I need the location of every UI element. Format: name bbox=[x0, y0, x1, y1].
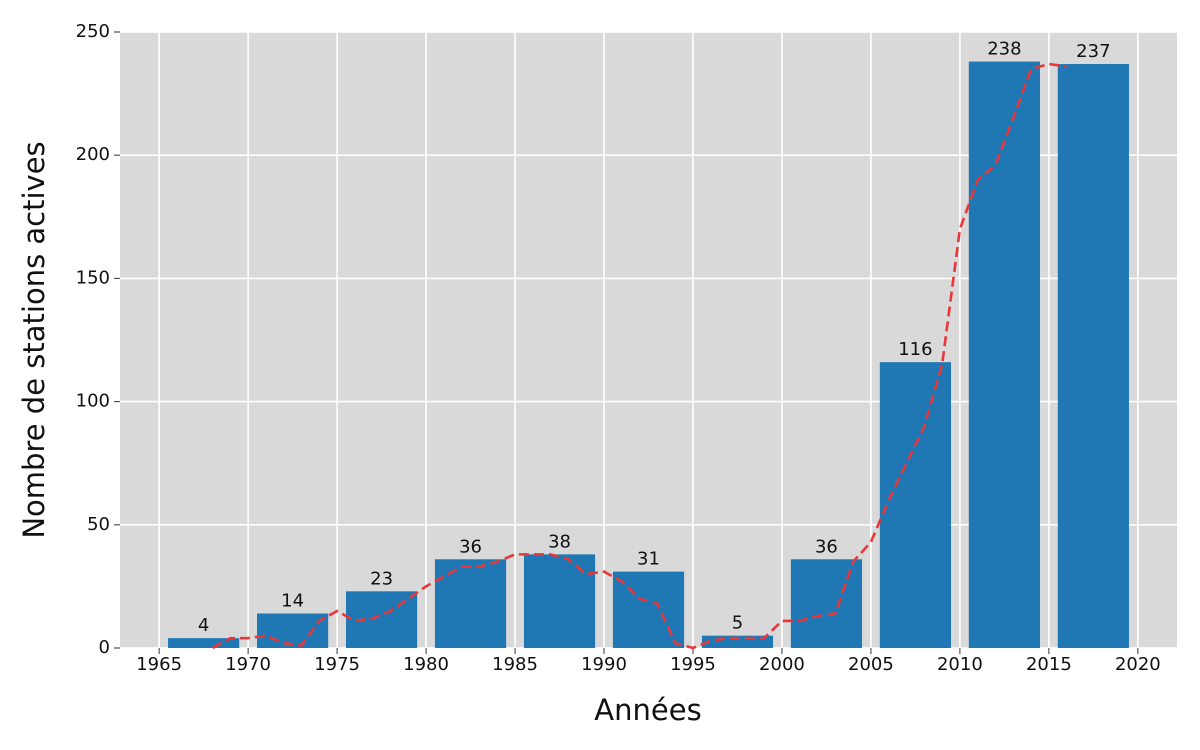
x-tick-label: 1965 bbox=[136, 654, 182, 675]
x-tick-label: 1995 bbox=[670, 654, 716, 675]
bar bbox=[968, 61, 1040, 649]
x-tick-label: 2010 bbox=[937, 654, 983, 675]
x-tick-label: 2015 bbox=[1026, 654, 1072, 675]
bar bbox=[790, 559, 863, 648]
y-tick-label: 200 bbox=[76, 144, 110, 165]
data-label: 36 bbox=[459, 536, 482, 557]
x-tick-label: 2020 bbox=[1115, 654, 1161, 675]
x-tick-label: 1975 bbox=[314, 654, 360, 675]
y-axis-label: Nombre de stations actives bbox=[17, 141, 51, 538]
bar bbox=[1057, 64, 1129, 649]
bar bbox=[257, 613, 329, 648]
data-label: 38 bbox=[548, 531, 571, 552]
x-tick-label: 1970 bbox=[225, 654, 271, 675]
data-label: 238 bbox=[987, 39, 1021, 60]
trend-line bbox=[211, 62, 1067, 650]
data-label: 36 bbox=[815, 536, 838, 557]
x-tick-label: 1980 bbox=[403, 654, 449, 675]
y-tick-label: 50 bbox=[87, 514, 110, 535]
data-label: 23 bbox=[370, 568, 393, 589]
y-tick-label: 150 bbox=[76, 267, 110, 288]
data-label: 237 bbox=[1076, 41, 1110, 62]
data-label: 116 bbox=[898, 339, 932, 360]
x-tick-label: 1990 bbox=[581, 654, 627, 675]
bar bbox=[168, 638, 240, 648]
x-axis-label: Années bbox=[594, 693, 701, 727]
data-label: 5 bbox=[732, 613, 743, 634]
bar bbox=[879, 362, 952, 648]
data-label: 31 bbox=[637, 549, 660, 570]
bar bbox=[434, 559, 507, 648]
y-tick-label: 0 bbox=[99, 637, 110, 658]
y-tick-label: 250 bbox=[76, 21, 110, 42]
data-label: 14 bbox=[281, 591, 304, 612]
y-tick-label: 100 bbox=[76, 391, 110, 412]
data-label: 4 bbox=[198, 615, 209, 636]
bar bbox=[523, 554, 596, 648]
x-tick-label: 2000 bbox=[759, 654, 805, 675]
x-tick-label: 1985 bbox=[492, 654, 538, 675]
x-tick-label: 2005 bbox=[848, 654, 894, 675]
